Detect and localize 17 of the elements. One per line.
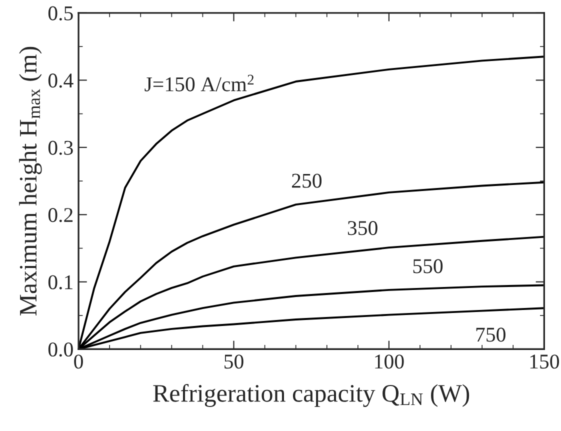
series-label: 250: [292, 174, 322, 188]
x-tick-label: 50: [224, 354, 244, 369]
series-label: 350: [348, 221, 378, 236]
y-tick-label: 0.2: [48, 208, 73, 222]
y-tick-label: 0.4: [48, 74, 74, 88]
y-tick-label: 0.1: [48, 275, 72, 290]
x-axis-title: Refrigeration capacity Q$_{LN}$ (W): [153, 384, 470, 407]
y-axis-title: Maximum height H$_{max}$ (m): [19, 46, 42, 316]
x-tick-label: 100: [375, 354, 404, 369]
x-tick-label: 0: [74, 354, 83, 369]
y-tick-label: 0.0: [48, 342, 73, 357]
y-tick-label: 0.5: [48, 6, 73, 20]
x-tick-label: 150: [530, 354, 559, 369]
series-label: J=150 A/cm$^{2}$: [144, 74, 254, 92]
series-label: 750: [476, 328, 506, 342]
series-label: 550: [413, 259, 443, 274]
y-tick-label: 0.3: [48, 140, 73, 155]
